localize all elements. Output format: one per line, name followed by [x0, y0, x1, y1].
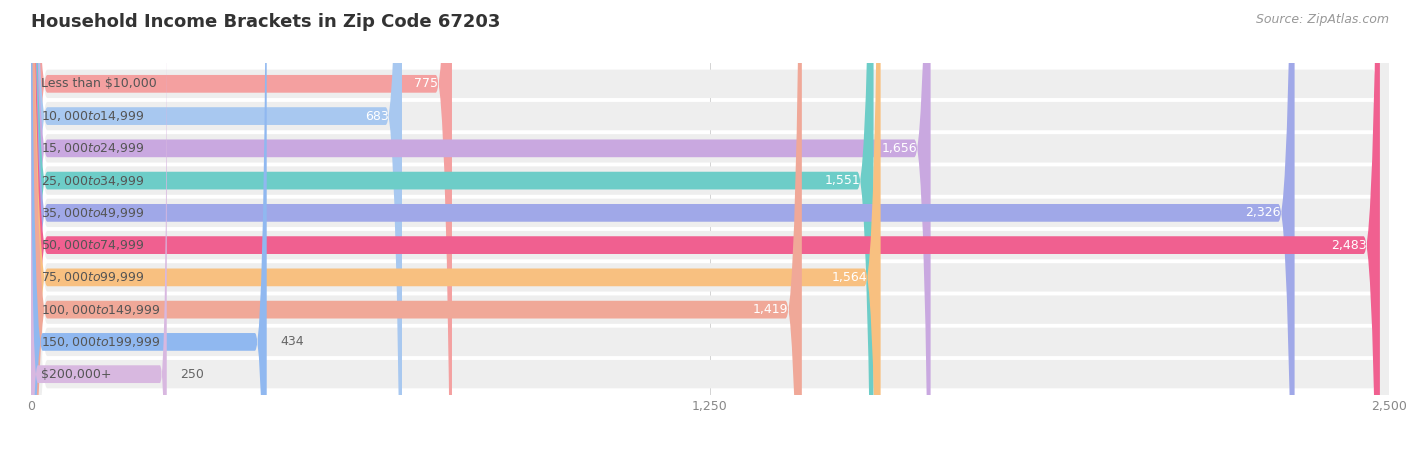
Text: $75,000 to $99,999: $75,000 to $99,999: [41, 270, 145, 284]
Text: $50,000 to $74,999: $50,000 to $74,999: [41, 238, 145, 252]
FancyBboxPatch shape: [31, 0, 1295, 449]
Text: 1,656: 1,656: [882, 142, 917, 155]
FancyBboxPatch shape: [31, 0, 1389, 449]
FancyBboxPatch shape: [31, 0, 1389, 449]
Text: $25,000 to $34,999: $25,000 to $34,999: [41, 174, 145, 188]
Text: 1,551: 1,551: [824, 174, 860, 187]
FancyBboxPatch shape: [31, 0, 167, 449]
Text: $200,000+: $200,000+: [41, 368, 111, 381]
FancyBboxPatch shape: [31, 0, 1389, 449]
Text: Source: ZipAtlas.com: Source: ZipAtlas.com: [1256, 13, 1389, 26]
Text: 2,483: 2,483: [1330, 238, 1367, 251]
FancyBboxPatch shape: [31, 0, 267, 449]
Text: $150,000 to $199,999: $150,000 to $199,999: [41, 335, 160, 349]
Text: 434: 434: [280, 335, 304, 348]
FancyBboxPatch shape: [31, 0, 1389, 449]
FancyBboxPatch shape: [31, 0, 931, 449]
Text: 1,419: 1,419: [752, 303, 789, 316]
FancyBboxPatch shape: [31, 0, 1389, 449]
Text: Less than $10,000: Less than $10,000: [41, 77, 156, 90]
FancyBboxPatch shape: [31, 0, 880, 449]
FancyBboxPatch shape: [31, 0, 1389, 449]
FancyBboxPatch shape: [31, 0, 451, 449]
FancyBboxPatch shape: [31, 0, 1379, 449]
Text: 1,564: 1,564: [831, 271, 868, 284]
Text: $100,000 to $149,999: $100,000 to $149,999: [41, 303, 160, 317]
FancyBboxPatch shape: [31, 0, 801, 449]
FancyBboxPatch shape: [31, 0, 873, 449]
FancyBboxPatch shape: [31, 0, 402, 449]
Text: 683: 683: [364, 110, 388, 123]
Text: 2,326: 2,326: [1246, 207, 1281, 220]
Text: $15,000 to $24,999: $15,000 to $24,999: [41, 141, 145, 155]
FancyBboxPatch shape: [31, 0, 1389, 449]
FancyBboxPatch shape: [31, 0, 1389, 449]
Text: 775: 775: [415, 77, 439, 90]
Text: 250: 250: [180, 368, 204, 381]
Text: $35,000 to $49,999: $35,000 to $49,999: [41, 206, 145, 220]
FancyBboxPatch shape: [31, 0, 1389, 449]
FancyBboxPatch shape: [31, 0, 1389, 449]
Text: $10,000 to $14,999: $10,000 to $14,999: [41, 109, 145, 123]
Text: Household Income Brackets in Zip Code 67203: Household Income Brackets in Zip Code 67…: [31, 13, 501, 31]
